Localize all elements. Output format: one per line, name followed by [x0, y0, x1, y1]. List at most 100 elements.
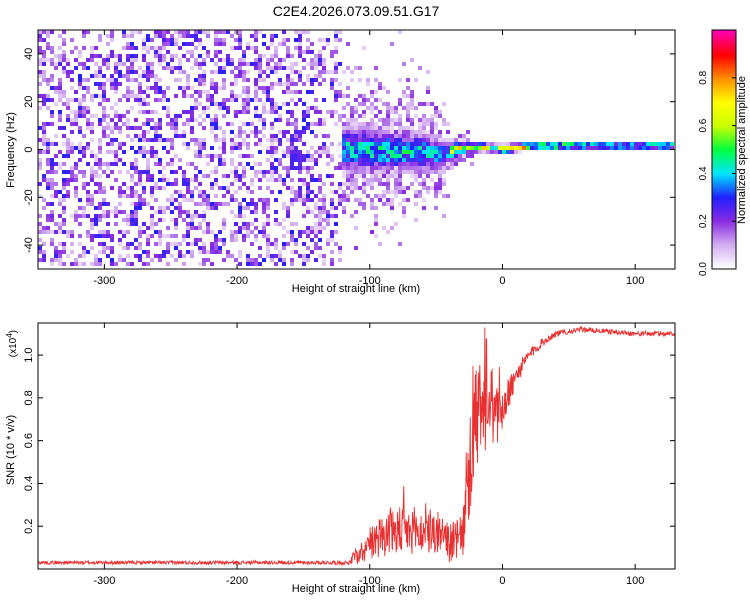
- heatmap-cell: [266, 94, 270, 98]
- heatmap-cell: [418, 134, 422, 138]
- heatmap-cell: [142, 58, 146, 62]
- heatmap-cell: [350, 214, 354, 218]
- heatmap-cell: [194, 78, 198, 82]
- heatmap-cell: [426, 118, 430, 122]
- heatmap-cell: [182, 238, 186, 242]
- heatmap-cell: [242, 142, 246, 146]
- heatmap-cell: [402, 94, 406, 98]
- heatmap-cell: [354, 134, 358, 138]
- heatmap-cell: [398, 142, 402, 146]
- heatmap-cell: [94, 258, 98, 262]
- heatmap-cell: [434, 182, 438, 186]
- heatmap-cell: [410, 150, 414, 154]
- heatmap-cell: [434, 122, 438, 126]
- heatmap-cell: [210, 158, 214, 162]
- heatmap-cell: [250, 34, 254, 38]
- heatmap-cell: [222, 222, 226, 226]
- heatmap-cell: [286, 74, 290, 78]
- heatmap-cell: [394, 106, 398, 110]
- heatmap-cell: [314, 106, 318, 110]
- heatmap-cell: [238, 46, 242, 50]
- heatmap-cell: [430, 126, 434, 130]
- heatmap-cell: [466, 138, 470, 142]
- heatmap-cell: [382, 182, 386, 186]
- heatmap-cell: [174, 94, 178, 98]
- heatmap-cell: [258, 78, 262, 82]
- heatmap-cell: [138, 226, 142, 230]
- heatmap-cell: [294, 118, 298, 122]
- heatmap-cell: [278, 250, 282, 254]
- heatmap-cell: [242, 154, 246, 158]
- heatmap-cell: [78, 54, 82, 58]
- heatmap-y-tick-label: -20: [23, 189, 35, 205]
- heatmap-cell: [138, 66, 142, 70]
- heatmap-cell: [210, 86, 214, 90]
- heatmap-cell: [426, 134, 430, 138]
- heatmap-cell: [446, 130, 450, 134]
- heatmap-cell: [106, 122, 110, 126]
- heatmap-cell: [446, 142, 450, 146]
- heatmap-cell: [410, 126, 414, 130]
- heatmap-cell: [50, 98, 54, 102]
- heatmap-cell: [202, 62, 206, 66]
- heatmap-cell: [358, 126, 362, 130]
- heatmap-cell: [510, 146, 514, 150]
- heatmap-cell: [314, 178, 318, 182]
- heatmap-cell: [62, 242, 66, 246]
- heatmap-cell: [214, 118, 218, 122]
- heatmap-cell: [302, 50, 306, 54]
- heatmap-cell: [50, 238, 54, 242]
- heatmap-cell: [182, 94, 186, 98]
- heatmap-cell: [270, 134, 274, 138]
- heatmap-cell: [98, 218, 102, 222]
- heatmap-cell: [438, 170, 442, 174]
- heatmap-cell: [418, 166, 422, 170]
- heatmap-cell: [74, 186, 78, 190]
- heatmap-cell: [262, 106, 266, 110]
- heatmap-cell: [250, 62, 254, 66]
- heatmap-cell: [58, 214, 62, 218]
- heatmap-cell: [410, 158, 414, 162]
- heatmap-cell: [666, 146, 670, 150]
- heatmap-cell: [270, 70, 274, 74]
- heatmap-cell: [286, 166, 290, 170]
- heatmap-cell: [422, 142, 426, 146]
- heatmap-cell: [86, 106, 90, 110]
- heatmap-cell: [246, 202, 250, 206]
- heatmap-cell: [358, 174, 362, 178]
- heatmap-cell: [226, 254, 230, 258]
- heatmap-cell: [386, 154, 390, 158]
- heatmap-cell: [110, 34, 114, 38]
- heatmap-cell: [150, 174, 154, 178]
- heatmap-cell: [386, 190, 390, 194]
- heatmap-cell: [58, 254, 62, 258]
- heatmap-cell: [150, 46, 154, 50]
- heatmap-cell: [378, 118, 382, 122]
- heatmap-cell: [210, 250, 214, 254]
- heatmap-cell: [218, 86, 222, 90]
- heatmap-cell: [282, 82, 286, 86]
- heatmap-cell: [218, 30, 222, 34]
- heatmap-cell: [386, 162, 390, 166]
- heatmap-cell: [246, 86, 250, 90]
- heatmap-cell: [78, 206, 82, 210]
- colorbar-segment: [712, 137, 736, 141]
- heatmap-cell: [226, 186, 230, 190]
- heatmap-cell: [238, 126, 242, 130]
- heatmap-cell: [638, 146, 642, 150]
- heatmap-cell: [170, 58, 174, 62]
- heatmap-cell: [118, 230, 122, 234]
- heatmap-cell: [118, 158, 122, 162]
- heatmap-cell: [374, 126, 378, 130]
- heatmap-cell: [170, 34, 174, 38]
- heatmap-cell: [158, 86, 162, 90]
- heatmap-cell: [426, 166, 430, 170]
- heatmap-cell: [422, 162, 426, 166]
- colorbar-segment: [712, 107, 736, 111]
- heatmap-cell: [386, 114, 390, 118]
- heatmap-cell: [94, 94, 98, 98]
- heatmap-cell: [46, 98, 50, 102]
- heatmap-cell: [202, 154, 206, 158]
- heatmap-cell: [402, 166, 406, 170]
- heatmap-cell: [378, 110, 382, 114]
